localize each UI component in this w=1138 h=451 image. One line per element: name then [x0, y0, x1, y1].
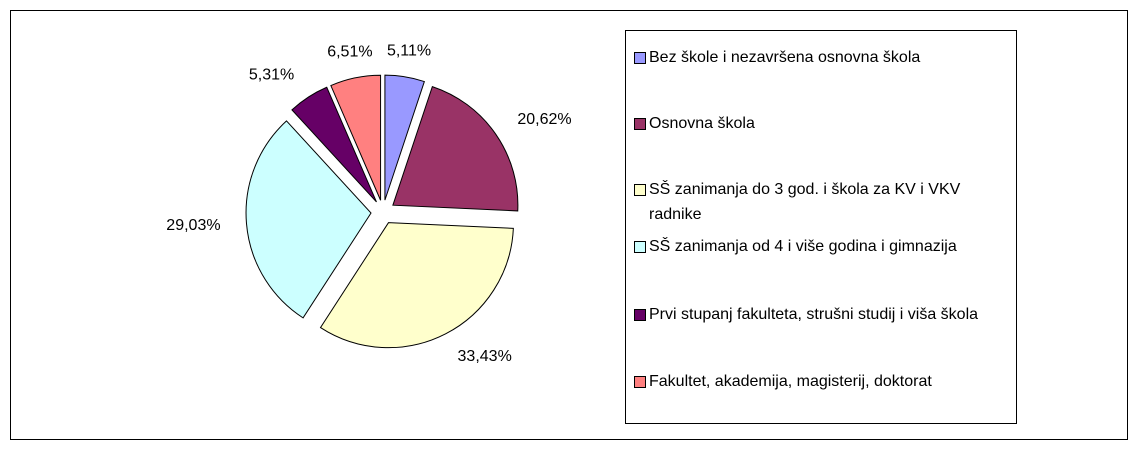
legend-swatch	[634, 184, 646, 196]
legend-label: Osnovna škola	[649, 115, 755, 132]
legend-entry: SŠ zanimanja do 3 god. i škola za KV i V…	[634, 177, 1004, 227]
legend-swatch	[634, 309, 646, 321]
legend-label: Prvi stupanj fakulteta, strušni studij i…	[649, 306, 979, 323]
pie-slice	[392, 85, 519, 212]
legend-entry: Osnovna škola	[634, 111, 1004, 136]
pie-slice	[245, 120, 372, 319]
data-label: 5,11%	[387, 42, 431, 59]
pie-slice	[384, 74, 425, 201]
legend-label: SŠ zanimanja do 3 god. i škola za KV i V…	[649, 181, 961, 223]
data-label: 33,43%	[458, 348, 512, 365]
legend-entry: SŠ zanimanja od 4 i više godina i gimnaz…	[634, 234, 1004, 259]
legend-entry: Bez škole i nezavršena osnovna škola	[634, 45, 1004, 70]
data-label: 6,51%	[327, 44, 372, 61]
legend-label: SŠ zanimanja od 4 i više godina i gimnaz…	[649, 238, 957, 255]
legend: Bez škole i nezavršena osnovna škola Osno…	[625, 30, 1017, 424]
pie-slice	[330, 74, 382, 201]
legend-swatch	[634, 376, 646, 388]
legend-swatch	[634, 52, 646, 64]
data-label: 20,62%	[517, 111, 571, 128]
pie-slice	[291, 86, 377, 203]
legend-swatch	[634, 118, 646, 130]
legend-label: Bez škole i nezavršena osnovna škola	[649, 49, 921, 66]
chart-frame	[10, 10, 1128, 440]
pie-slice	[319, 222, 514, 349]
data-label: 5,31%	[249, 67, 294, 84]
legend-label: Fakultet, akademija, magisterij, doktora…	[649, 373, 932, 390]
data-label: 29,03%	[166, 217, 220, 234]
legend-entry: Prvi stupanj fakulteta, strušni studij i…	[634, 302, 1004, 327]
legend-entry: Fakultet, akademija, magisterij, doktora…	[634, 369, 1004, 394]
legend-swatch	[634, 241, 646, 253]
